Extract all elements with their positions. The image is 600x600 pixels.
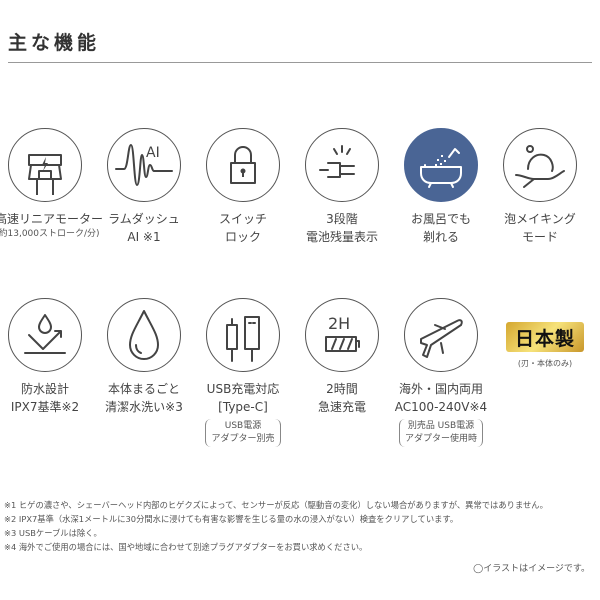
badge-note: (刃・本体のみ) xyxy=(517,359,573,368)
shaver-motor-icon xyxy=(8,128,82,202)
foam-hand-icon xyxy=(503,128,577,202)
feature-label: 3段階 xyxy=(326,212,358,226)
feature-label: 2時間 xyxy=(326,382,358,396)
feature-note-line: 別売品 USB電源 xyxy=(407,421,475,431)
ai-wave-icon: AI xyxy=(107,128,181,202)
footnote: ※3 USBケーブルは除く。 xyxy=(4,528,102,538)
feature-label: AC100-240V※4 xyxy=(394,400,488,414)
feature-label: 剃れる xyxy=(422,230,459,244)
feature-label: 本体まるごと xyxy=(107,382,180,396)
feature-label: スイッチ xyxy=(218,212,267,226)
feature-sublabel: (約13,000ストローク/分) xyxy=(0,229,100,239)
feature-label: お風呂でも xyxy=(410,212,471,226)
footnotes: ※1 ヒゲの濃さや、シェーバーヘッド内部のヒゲクズによって、センサーが反応（駆動… xyxy=(4,498,548,554)
feature-plug: 3段階電池残量表示 xyxy=(292,128,392,246)
lock-icon xyxy=(206,128,280,202)
waterproof-icon xyxy=(8,298,82,372)
feature-label: ロック xyxy=(224,230,261,244)
feature-usb-cable: USB充電対応 [Type-C] USB電源アダプター別売 xyxy=(193,298,293,447)
feature-water-drop: 本体まるごと 清潔水洗い※3 xyxy=(94,298,194,416)
feature-label: 急速充電 xyxy=(317,400,366,414)
feature-note: USB電源アダプター別売 xyxy=(205,419,281,447)
bathtub-shower-icon xyxy=(404,128,478,202)
feature-shaver-motor: 高速リニアモーター (約13,000ストローク/分) xyxy=(0,128,104,241)
svg-text:AI: AI xyxy=(146,145,160,161)
feature-waterproof: 防水設計 IPX7基準※2 xyxy=(0,298,95,416)
disclaimer: ◯イラストはイメージです。 xyxy=(473,564,590,574)
airplane-icon xyxy=(404,298,478,372)
footnote: ※1 ヒゲの濃さや、シェーバーヘッド内部のヒゲクズによって、センサーが反応（駆動… xyxy=(4,500,548,510)
feature-label: USB充電対応 xyxy=(206,382,280,396)
feature-label: 泡メイキング xyxy=(504,212,576,226)
feature-label: 清潔水洗い※3 xyxy=(105,400,183,414)
feature-label: IPX7基準※2 xyxy=(10,400,80,414)
feature-note-line: USB電源 xyxy=(224,421,262,431)
feature-note: 別売品 USB電源 アダプター使用時 xyxy=(398,419,483,447)
feature-label: 防水設計 xyxy=(20,382,69,396)
divider xyxy=(8,62,592,63)
feature-airplane: 海外・国内両用 AC100-240V※4 別売品 USB電源 アダプター使用時 xyxy=(391,298,491,447)
feature-lock: スイッチ ロック xyxy=(193,128,293,246)
plug-icon xyxy=(305,128,379,202)
water-drop-icon xyxy=(107,298,181,372)
made-in-japan-badge: 日本製 xyxy=(506,322,584,352)
feature-note-line: アダプター使用時 xyxy=(404,434,477,444)
feature-label: モード xyxy=(521,230,558,244)
footnote: ※4 海外でご使用の場合には、国や地域に合わせて別途プラグアダプターをお買い求め… xyxy=(4,542,368,552)
svg-text:2H: 2H xyxy=(328,314,350,333)
feature-bathtub-shower: お風呂でも 剃れる xyxy=(391,128,491,246)
feature-label: 電池残量表示 xyxy=(305,230,378,244)
feature-battery-2h: 2H 2時間急速充電 xyxy=(292,298,392,416)
feature-note-line: アダプター別売 xyxy=(211,434,275,444)
usb-cable-icon xyxy=(206,298,280,372)
footnote: ※2 IPX7基準（水深1メートルに30分間水に浸けても有害な影響を生じる量の水… xyxy=(4,514,459,524)
feature-label: [Type-C] xyxy=(218,400,268,414)
feature-label: ラムダッシュ xyxy=(108,212,180,226)
feature-foam-hand: 泡メイキング モード xyxy=(490,128,590,246)
feature-ai-wave: AI ラムダッシュ AI ※1 xyxy=(94,128,194,246)
feature-label: 高速リニアモーター xyxy=(0,212,104,226)
feature-label: 海外・国内両用 xyxy=(398,382,483,396)
battery-2h-icon: 2H xyxy=(305,298,379,372)
page-title: 主な機能 xyxy=(8,32,101,54)
feature-label: AI ※1 xyxy=(127,230,161,244)
